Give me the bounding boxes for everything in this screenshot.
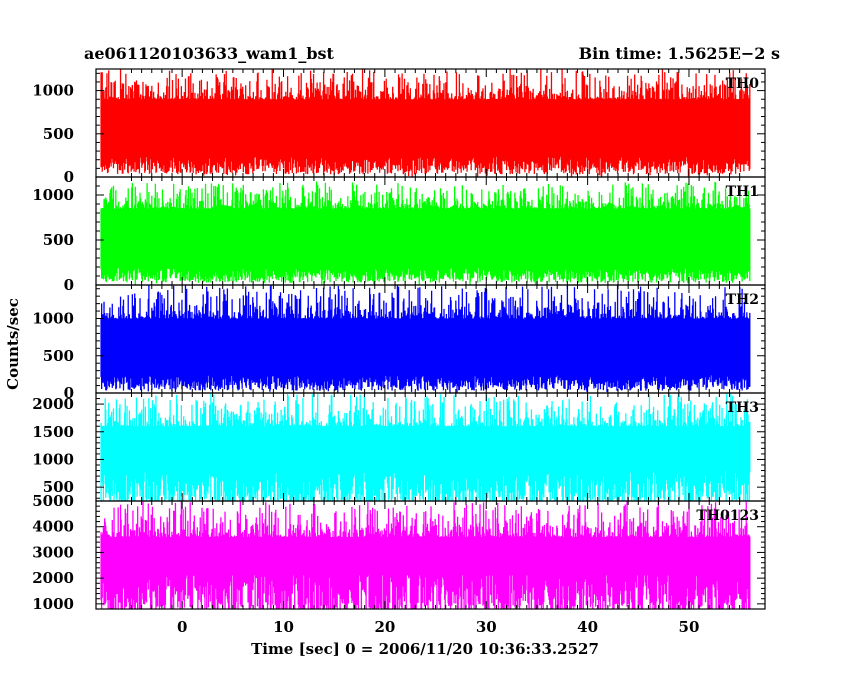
series-line-th3: [100, 393, 751, 501]
x-tick-label: 20: [374, 618, 395, 636]
y-axis-label: Counts/sec: [4, 298, 22, 390]
series-line-th1: [100, 181, 751, 285]
panel-th3: 500 1000 1500 2000 TH3: [32, 392, 766, 502]
panel-th1: 0 500 1000 TH1: [32, 176, 766, 294]
x-tick-label: 40: [577, 618, 598, 636]
panel-label-th0123: TH0123: [696, 508, 759, 524]
y-tick-label: 0: [64, 276, 74, 294]
panel-label-th0: TH0: [726, 76, 760, 92]
y-tick-label: 500: [43, 231, 74, 249]
y-tick-label: 1500: [32, 423, 74, 441]
x-tick-labels: 0 10 20 30 40 50: [177, 618, 699, 636]
y-tick-label: 1000: [32, 595, 74, 613]
y-tick-label: 1000: [32, 450, 74, 468]
y-tick-label: 1000: [32, 186, 74, 204]
y-tick-label: 500: [43, 347, 74, 365]
y-tick-label: 0: [64, 384, 74, 402]
series-line-th0123: [100, 501, 751, 609]
bin-time-label: Bin time: 1.5625E−2 s: [579, 44, 780, 63]
y-tick-label: 2000: [32, 569, 74, 587]
x-tick-label: 50: [679, 618, 700, 636]
y-tick-label: 1000: [32, 310, 74, 328]
y-tick-label: 2000: [32, 395, 74, 413]
series-line-th0: [100, 69, 751, 177]
series-line-th2: [100, 285, 751, 393]
y-tick-label: 0: [64, 168, 74, 186]
y-tick-label: 1000: [32, 82, 74, 100]
panel-label-th2: TH2: [726, 292, 759, 308]
y-tick-label: 3000: [32, 543, 74, 561]
y-tick-label: 500: [43, 125, 74, 143]
x-tick-label: 10: [273, 618, 294, 636]
panel-label-th1: TH1: [726, 184, 759, 200]
panel-th0123: 1000 2000 3000 4000 5000 TH0123: [32, 492, 766, 613]
y-tick-label: 500: [43, 478, 74, 496]
y-tick-label: 4000: [32, 518, 74, 536]
x-tick-label: 0: [177, 618, 187, 636]
figure-title: ae061120103633_wam1_bst: [84, 44, 335, 63]
panel-th2: 0 500 1000 TH2: [32, 284, 766, 402]
x-axis-label: Time [sec] 0 = 2006/11/20 10:36:33.2527: [251, 640, 599, 658]
panel-label-th3: TH3: [726, 400, 759, 416]
x-tick-label: 30: [476, 618, 497, 636]
y-tick-label: 5000: [32, 492, 74, 510]
panel-frame: [95, 500, 766, 610]
panel-th0: 0 500 1000 TH0: [32, 68, 766, 186]
